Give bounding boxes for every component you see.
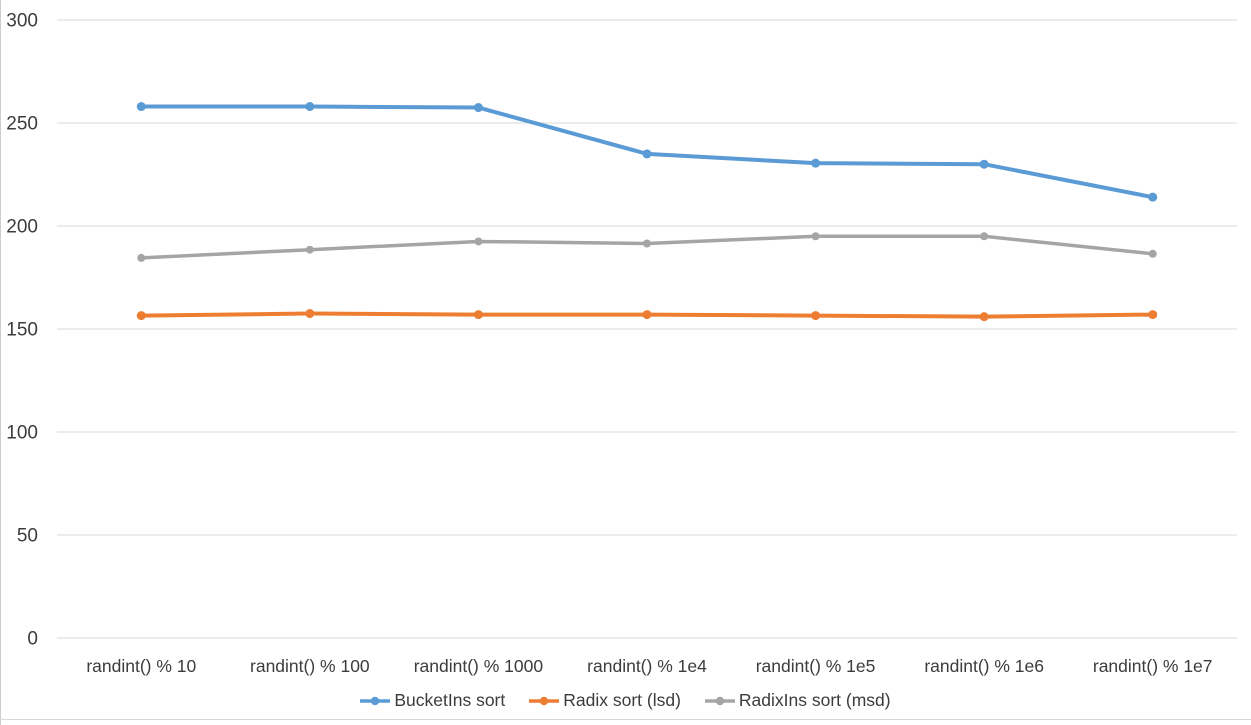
data-point-marker xyxy=(136,102,146,112)
legend-line-marker-icon xyxy=(360,696,391,705)
y-tick-label: 300 xyxy=(6,11,38,32)
data-point-marker xyxy=(642,149,652,159)
data-point-marker xyxy=(474,237,483,246)
y-tick-label: 200 xyxy=(6,217,38,238)
y-axis-tick-labels: 300 250 200 150 100 50 0 xyxy=(6,11,38,650)
x-category-label: randint() % 100 xyxy=(250,656,370,676)
legend: BucketIns sort Radix sort (lsd) RadixIns s… xyxy=(0,690,1251,711)
data-point-marker xyxy=(137,253,146,262)
window-bottom-edge xyxy=(0,719,1251,720)
data-point-marker xyxy=(811,311,821,321)
legend-line-marker-icon xyxy=(529,696,560,705)
data-point-marker xyxy=(979,312,989,322)
window-left-edge xyxy=(0,0,1,725)
data-point-marker xyxy=(1148,310,1158,320)
x-category-label: randint() % 1e7 xyxy=(1093,656,1213,676)
data-point-marker xyxy=(811,158,821,168)
data-point-marker xyxy=(473,103,483,113)
gridlines xyxy=(57,19,1237,639)
data-point-marker xyxy=(305,102,315,112)
x-category-label: randint() % 1e4 xyxy=(587,656,707,676)
data-point-marker xyxy=(643,239,651,248)
series-radix-sort-lsd xyxy=(136,309,1158,322)
legend-item-radixins-sort-msd: RadixIns sort (msd) xyxy=(704,690,891,711)
legend-label: RadixIns sort (msd) xyxy=(738,690,891,710)
data-point-marker xyxy=(473,310,483,320)
data-point-marker xyxy=(1148,249,1157,258)
legend-item-radix-sort-lsd: Radix sort (lsd) xyxy=(529,690,681,711)
data-point-marker xyxy=(136,311,146,321)
y-tick-label: 250 xyxy=(6,114,38,135)
series-bucketins-sort xyxy=(136,102,1158,202)
x-category-label: randint() % 10 xyxy=(86,656,196,676)
legend-item-bucketins-sort: BucketIns sort xyxy=(360,690,505,711)
data-point-marker xyxy=(305,309,315,319)
data-point-marker xyxy=(979,159,989,169)
legend-label: Radix sort (lsd) xyxy=(563,690,681,710)
data-point-marker xyxy=(642,310,652,320)
x-axis-category-labels: randint() % 10 randint() % 100 randint() %… xyxy=(86,656,1212,676)
legend-label: BucketIns sort xyxy=(394,690,506,710)
y-tick-label: 50 xyxy=(17,526,38,547)
legend-line-marker-icon xyxy=(704,696,735,705)
series-radixins-sort-msd xyxy=(137,232,1157,262)
data-point-marker xyxy=(305,245,314,254)
data-point-marker xyxy=(1148,192,1158,202)
x-category-label: randint() % 1000 xyxy=(414,656,544,676)
y-tick-label: 150 xyxy=(6,320,38,341)
x-category-label: randint() % 1e6 xyxy=(924,656,1044,676)
y-tick-label: 100 xyxy=(6,423,38,444)
x-category-label: randint() % 1e5 xyxy=(756,656,876,676)
data-point-marker xyxy=(811,232,820,241)
data-point-marker xyxy=(980,232,989,241)
y-tick-label: 0 xyxy=(27,629,38,650)
